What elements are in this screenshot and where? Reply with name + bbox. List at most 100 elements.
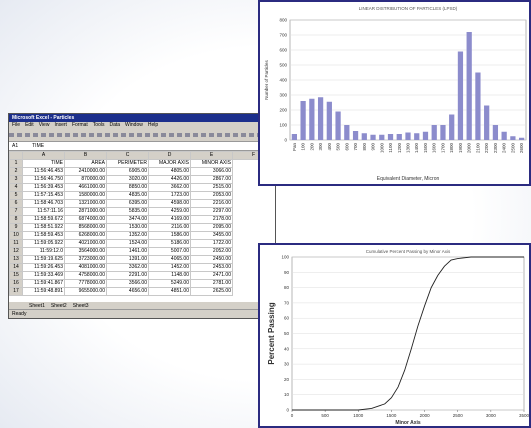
cell: 2625.00 <box>191 288 233 296</box>
cell: PERIMETER <box>107 160 149 168</box>
bar <box>502 132 507 140</box>
cell: 3020.00 <box>107 176 149 184</box>
bar <box>449 115 454 141</box>
y-tick-label: 200 <box>279 108 287 113</box>
row-number: 6 <box>10 200 23 208</box>
menu-item[interactable]: File <box>12 122 20 129</box>
cell: 3723000.00 <box>65 256 107 264</box>
cell: 4661000.00 <box>65 184 107 192</box>
menu-item[interactable]: Insert <box>54 122 67 129</box>
cell: MINOR AXIS <box>191 160 233 168</box>
cell: 870000.00 <box>65 176 107 184</box>
bar <box>493 125 498 140</box>
row-number: 3 <box>10 176 23 184</box>
cell: 11:58:59.453 <box>23 232 65 240</box>
cell: TIME <box>23 160 65 168</box>
row-number: 5 <box>10 192 23 200</box>
column-letter: C <box>107 152 149 160</box>
y-tick-label: 80 <box>284 285 290 290</box>
menu-bar: File Edit View Insert Format Tools Data Window H… <box>9 122 275 129</box>
cell: 3564000.00 <box>65 248 107 256</box>
cell: 6905.00 <box>107 168 149 176</box>
row-number: 4 <box>10 184 23 192</box>
bar <box>344 125 349 140</box>
y-tick-label: 20 <box>284 377 290 382</box>
cell: 11:56:46.453 <box>23 168 65 176</box>
cell: 2471.00 <box>191 272 233 280</box>
cell: 6874000.00 <box>65 216 107 224</box>
x-tick-label: 3500 <box>519 413 530 418</box>
menu-item[interactable]: Format <box>72 122 88 129</box>
x-tick-label: 1800 <box>449 143 454 154</box>
x-tick-label: 2400 <box>502 143 507 154</box>
y-tick-label: 90 <box>284 270 290 275</box>
bar <box>423 132 428 140</box>
cell: 4805.00 <box>149 168 191 176</box>
spreadsheet-window: Microsoft Excel - Particles FileEditView… <box>8 113 276 319</box>
menu-item[interactable]: Window <box>125 122 143 129</box>
x-tick-label: 500 <box>336 143 341 151</box>
cell: 4065.00 <box>149 256 191 264</box>
row-number: 8 <box>10 216 23 224</box>
cell: 4426.00 <box>149 176 191 184</box>
cell: 11:56:46.750 <box>23 176 65 184</box>
x-tick-label: Pan <box>292 143 297 152</box>
cell: 1723.00 <box>149 192 191 200</box>
cell: 8568000.00 <box>65 224 107 232</box>
cell: 1530.00 <box>107 224 149 232</box>
y-axis-label: Number of Particles <box>264 59 269 99</box>
cell: 2178.00 <box>191 216 233 224</box>
cell: 8850.00 <box>107 184 149 192</box>
cell: 1391.00 <box>107 256 149 264</box>
x-tick-label: 500 <box>321 413 329 418</box>
menu-item[interactable]: View <box>39 122 50 129</box>
bar <box>362 133 367 140</box>
cell: MAJOR AXIS <box>149 160 191 168</box>
bar <box>327 102 332 140</box>
cell: 11:58:46.703 <box>23 200 65 208</box>
y-tick-label: 600 <box>279 48 287 53</box>
cell: 11:57:11.16 <box>23 208 65 216</box>
bar <box>458 52 463 141</box>
cell: 4851.00 <box>149 288 191 296</box>
menu-item[interactable]: Data <box>109 122 120 129</box>
bar <box>519 138 524 140</box>
x-tick-label: 2100 <box>475 143 480 154</box>
menu-item[interactable]: Tools <box>93 122 105 129</box>
cell: 5007.00 <box>149 248 191 256</box>
y-tick-label: 70 <box>284 300 290 305</box>
cell: 5186.00 <box>149 240 191 248</box>
bar <box>388 134 393 140</box>
bar <box>309 99 314 140</box>
menu-item[interactable]: Edit <box>25 122 34 129</box>
y-tick-label: 800 <box>279 18 287 23</box>
x-tick-label: 1000 <box>353 413 364 418</box>
cell: 1321000.00 <box>65 200 107 208</box>
cell: 2453.00 <box>191 264 233 272</box>
status-bar: Ready <box>9 309 275 318</box>
cell: 11:57:15.453 <box>23 192 65 200</box>
cell: 9655000.00 <box>65 288 107 296</box>
menu-item[interactable]: Help <box>148 122 158 129</box>
cell: 2450.00 <box>191 256 233 264</box>
cell: 4758000.00 <box>65 272 107 280</box>
cell: 2216.00 <box>191 200 233 208</box>
bar <box>414 133 419 140</box>
x-tick-label: 1600 <box>432 143 437 154</box>
chart-title: Cumulative Percent Passing by Minor Axis <box>366 249 451 254</box>
bar <box>432 125 437 140</box>
y-tick-label: 100 <box>281 255 289 260</box>
cell: 1461.00 <box>107 248 149 256</box>
y-tick-label: 500 <box>279 63 287 68</box>
cell: 2781.00 <box>191 280 233 288</box>
x-tick-label: 1300 <box>406 143 411 154</box>
x-tick-label: 1700 <box>440 143 445 154</box>
row-number: 13 <box>10 256 23 264</box>
